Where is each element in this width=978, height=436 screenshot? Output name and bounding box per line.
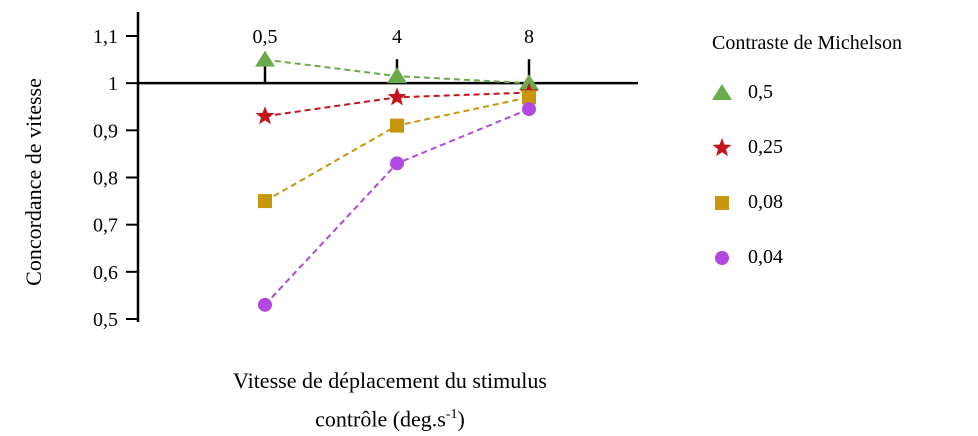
series-line-2 [264,96,530,202]
y-tick-label: 1,1 [93,26,118,48]
legend-item: 0,04 [702,230,978,285]
legend-marker-shape [712,83,732,100]
x-tick-label: 0,5 [253,26,278,48]
legend: Contraste de Michelson 0,5 0,25 0,08 0,04 [712,32,978,285]
legend-items: 0,5 0,25 0,08 0,04 [712,65,978,285]
x-tick-label: 8 [524,26,534,48]
x-axis-title-line2-prefix: contrôle (deg.s [315,406,446,432]
legend-marker-triangle-icon [712,83,732,100]
data-point-2-1 [390,118,404,133]
data-point-1-1 [387,87,407,106]
x-axis-title-superscript: -1 [445,407,458,422]
legend-label: 0,25 [748,136,783,158]
y-tick-label: 0,8 [93,168,118,190]
data-point-3-2 [522,102,536,117]
x-axis-title-line1: Vitesse de déplacement du stimulus [233,368,547,393]
legend-marker-square-icon [715,195,729,210]
legend-item: 0,25 [702,120,978,175]
x-axis-title-line2-suffix: ) [457,406,465,432]
data-point-0-0 [255,50,275,67]
data-point-2-2 [522,90,536,105]
data-point-3-0 [258,297,272,312]
y-tick-label: 0,6 [93,262,118,284]
legend-item: 0,5 [702,65,978,120]
legend-label: 0,04 [748,246,783,268]
data-point-0-1 [387,67,407,84]
legend-item: 0,08 [702,175,978,230]
x-axis-title-line2: contrôle (deg.s-1) [130,398,650,436]
legend-title: Contraste de Michelson [712,32,902,54]
legend-marker-shape [712,137,732,156]
x-tick-label: 4 [392,26,402,48]
legend-marker-shape [715,195,729,210]
y-tick-label: 0,5 [93,309,118,331]
legend-label: 0,08 [748,191,783,213]
series-line-3 [264,108,530,306]
y-tick-label: 1 [108,73,118,95]
data-point-2-0 [258,194,272,209]
legend-marker-shape [715,250,729,265]
y-axis-title-text: Concordance de vitesse [21,78,46,286]
legend-label: 0,5 [748,81,773,103]
data-point-3-1 [390,156,404,171]
legend-marker-star-icon [712,137,732,156]
y-tick-label: 0,9 [93,120,118,142]
data-point-1-0 [255,106,275,125]
data-point-0-2 [519,74,539,91]
y-tick-label: 0,7 [93,215,118,237]
legend-marker-circle-icon [715,250,729,265]
